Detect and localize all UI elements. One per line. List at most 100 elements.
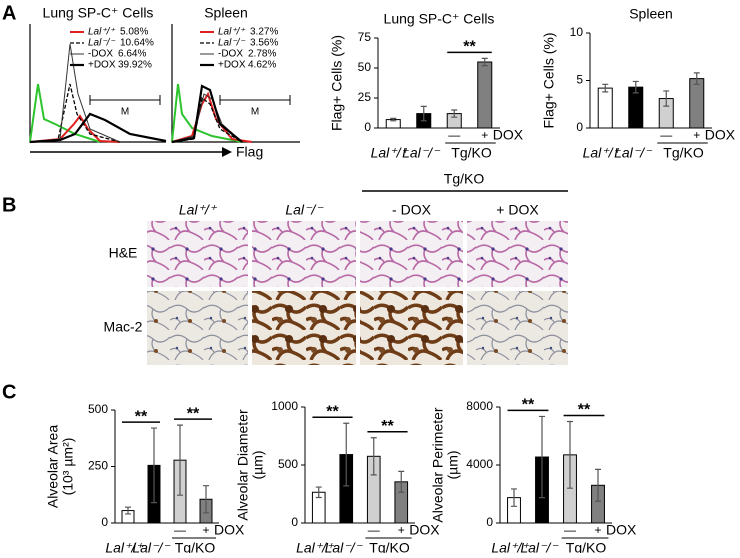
error-bar <box>567 420 573 489</box>
x-tick-label: Lal⁻/⁻ <box>402 145 441 161</box>
column-label: + DOX <box>496 202 539 218</box>
y-tick-label: 50 <box>358 60 372 74</box>
arrow-head <box>222 147 232 157</box>
x-tick-label: Lal⁻/⁻ <box>614 145 653 161</box>
histogram-curve <box>171 96 243 143</box>
error-bar <box>420 105 427 122</box>
chart-title: Spleen <box>629 6 673 22</box>
group-suffix: DOX <box>409 522 440 538</box>
y-axis-label: (10³ µm²) <box>60 438 76 496</box>
error-bar <box>125 506 131 515</box>
y-axis-label: Alveolar Diameter <box>235 409 251 521</box>
flow-plots: Lung SP-C⁺ Cells M Lal⁺/⁺ 5.08% Lal⁻/⁻ 10.64%… <box>29 5 300 144</box>
x-tick-label: Lal⁻/⁻ <box>520 540 559 553</box>
x-tick-label: + <box>693 128 700 142</box>
column-label: Lal⁺/⁺ <box>179 202 218 218</box>
x-tick-label: — <box>174 523 186 537</box>
error-bar <box>390 117 397 122</box>
group-label: Tg/KO <box>369 540 410 553</box>
column-label: Lal⁻/⁻ <box>285 202 324 218</box>
y-axis-label: (µm) <box>250 450 266 479</box>
legend-name: -DOX <box>218 49 243 60</box>
legend-value: 5.08% <box>120 27 148 38</box>
y-tick-label: 75 <box>358 30 372 44</box>
plot-title: Spleen <box>204 5 248 21</box>
micrograph <box>360 221 463 287</box>
group-suffix: DOX <box>493 127 524 143</box>
panel-label: B <box>2 194 16 216</box>
micrograph <box>252 221 356 287</box>
y-tick-label: 4000 <box>466 457 493 471</box>
x-tick-label: — <box>660 128 672 142</box>
y-axis-label: Flag+ Cells (%) <box>329 35 345 131</box>
legend-value: 10.64% <box>120 38 154 49</box>
histogram-curve <box>171 83 243 143</box>
y-axis-label: Alveolar Area <box>45 425 61 508</box>
legend-name: Lal⁻/⁻ <box>218 38 245 49</box>
y-tick-label: 250 <box>88 459 108 473</box>
histogram-curve <box>171 84 243 144</box>
histogram-curve <box>29 112 167 144</box>
y-axis-label: Flag+ Cells (%) <box>541 32 557 128</box>
histogram-curve <box>29 83 101 143</box>
micrograph <box>360 291 463 365</box>
x-tick-label: + <box>594 523 601 537</box>
error-bar <box>595 468 601 502</box>
micrograph <box>467 221 568 287</box>
y-axis-label: Alveolar Perimeter <box>430 407 446 522</box>
bar <box>689 78 705 129</box>
column-label: - DOX <box>392 202 432 218</box>
error-bar <box>151 427 157 504</box>
x-tick-label: Lal⁺/⁺ <box>491 540 530 553</box>
error-bar <box>343 422 350 487</box>
y-tick-label: 500 <box>278 457 298 471</box>
x-tick-label: Lal⁺/⁺ <box>105 540 144 553</box>
group-label: Tg/KO <box>175 540 216 553</box>
error-bar <box>539 415 545 499</box>
error-bar <box>693 72 700 85</box>
axis-label: Flag <box>236 144 263 160</box>
error-bar <box>370 437 377 476</box>
error-bar <box>602 83 609 93</box>
x-tick-label: — <box>448 128 460 142</box>
legend-value: 39.92% <box>118 60 152 71</box>
micrograph <box>252 291 356 365</box>
chart-title: Lung SP-C⁺ Cells <box>384 11 495 27</box>
y-tick-label: 10 <box>570 25 584 39</box>
group-suffix: DOX <box>606 522 637 538</box>
x-tick-label: Lal⁺/⁺ <box>371 145 410 161</box>
y-tick-label: 0 <box>101 515 108 529</box>
histogram-curve <box>29 83 121 143</box>
y-tick-label: 0 <box>576 120 583 134</box>
x-tick-label: Lal⁻/⁻ <box>132 540 171 553</box>
error-bar <box>203 485 209 514</box>
significance-label: ** <box>187 405 200 422</box>
panel-label: A <box>2 2 16 24</box>
y-tick-label: 500 <box>88 402 108 416</box>
group-suffix: DOX <box>705 127 736 143</box>
x-tick-label: Lal⁻/⁻ <box>325 540 364 553</box>
group-label: Tg/KO <box>444 171 485 187</box>
significance-label: ** <box>381 418 394 435</box>
y-tick-label: 1000 <box>271 399 298 413</box>
error-bar <box>511 488 517 507</box>
gate-label: M <box>251 107 259 118</box>
error-bar <box>481 57 488 67</box>
x-tick-label: Lal⁺/⁺ <box>296 540 335 553</box>
y-tick-label: 0 <box>291 515 298 529</box>
x-tick-label: — <box>564 523 576 537</box>
significance-label: ** <box>463 39 476 56</box>
legend-name: Lal⁻/⁻ <box>88 38 115 49</box>
legend-name: -DOX <box>88 49 113 60</box>
x-tick-label: + <box>398 523 405 537</box>
bar <box>477 61 493 129</box>
significance-label: ** <box>522 397 535 414</box>
micrograph <box>467 291 568 365</box>
error-bar <box>663 90 670 107</box>
gate <box>219 95 291 105</box>
legend-value: 2.78% <box>248 49 276 60</box>
y-axis-label: (µm) <box>445 450 461 479</box>
panel-label: C <box>2 381 16 403</box>
x-tick-label: — <box>368 523 380 537</box>
